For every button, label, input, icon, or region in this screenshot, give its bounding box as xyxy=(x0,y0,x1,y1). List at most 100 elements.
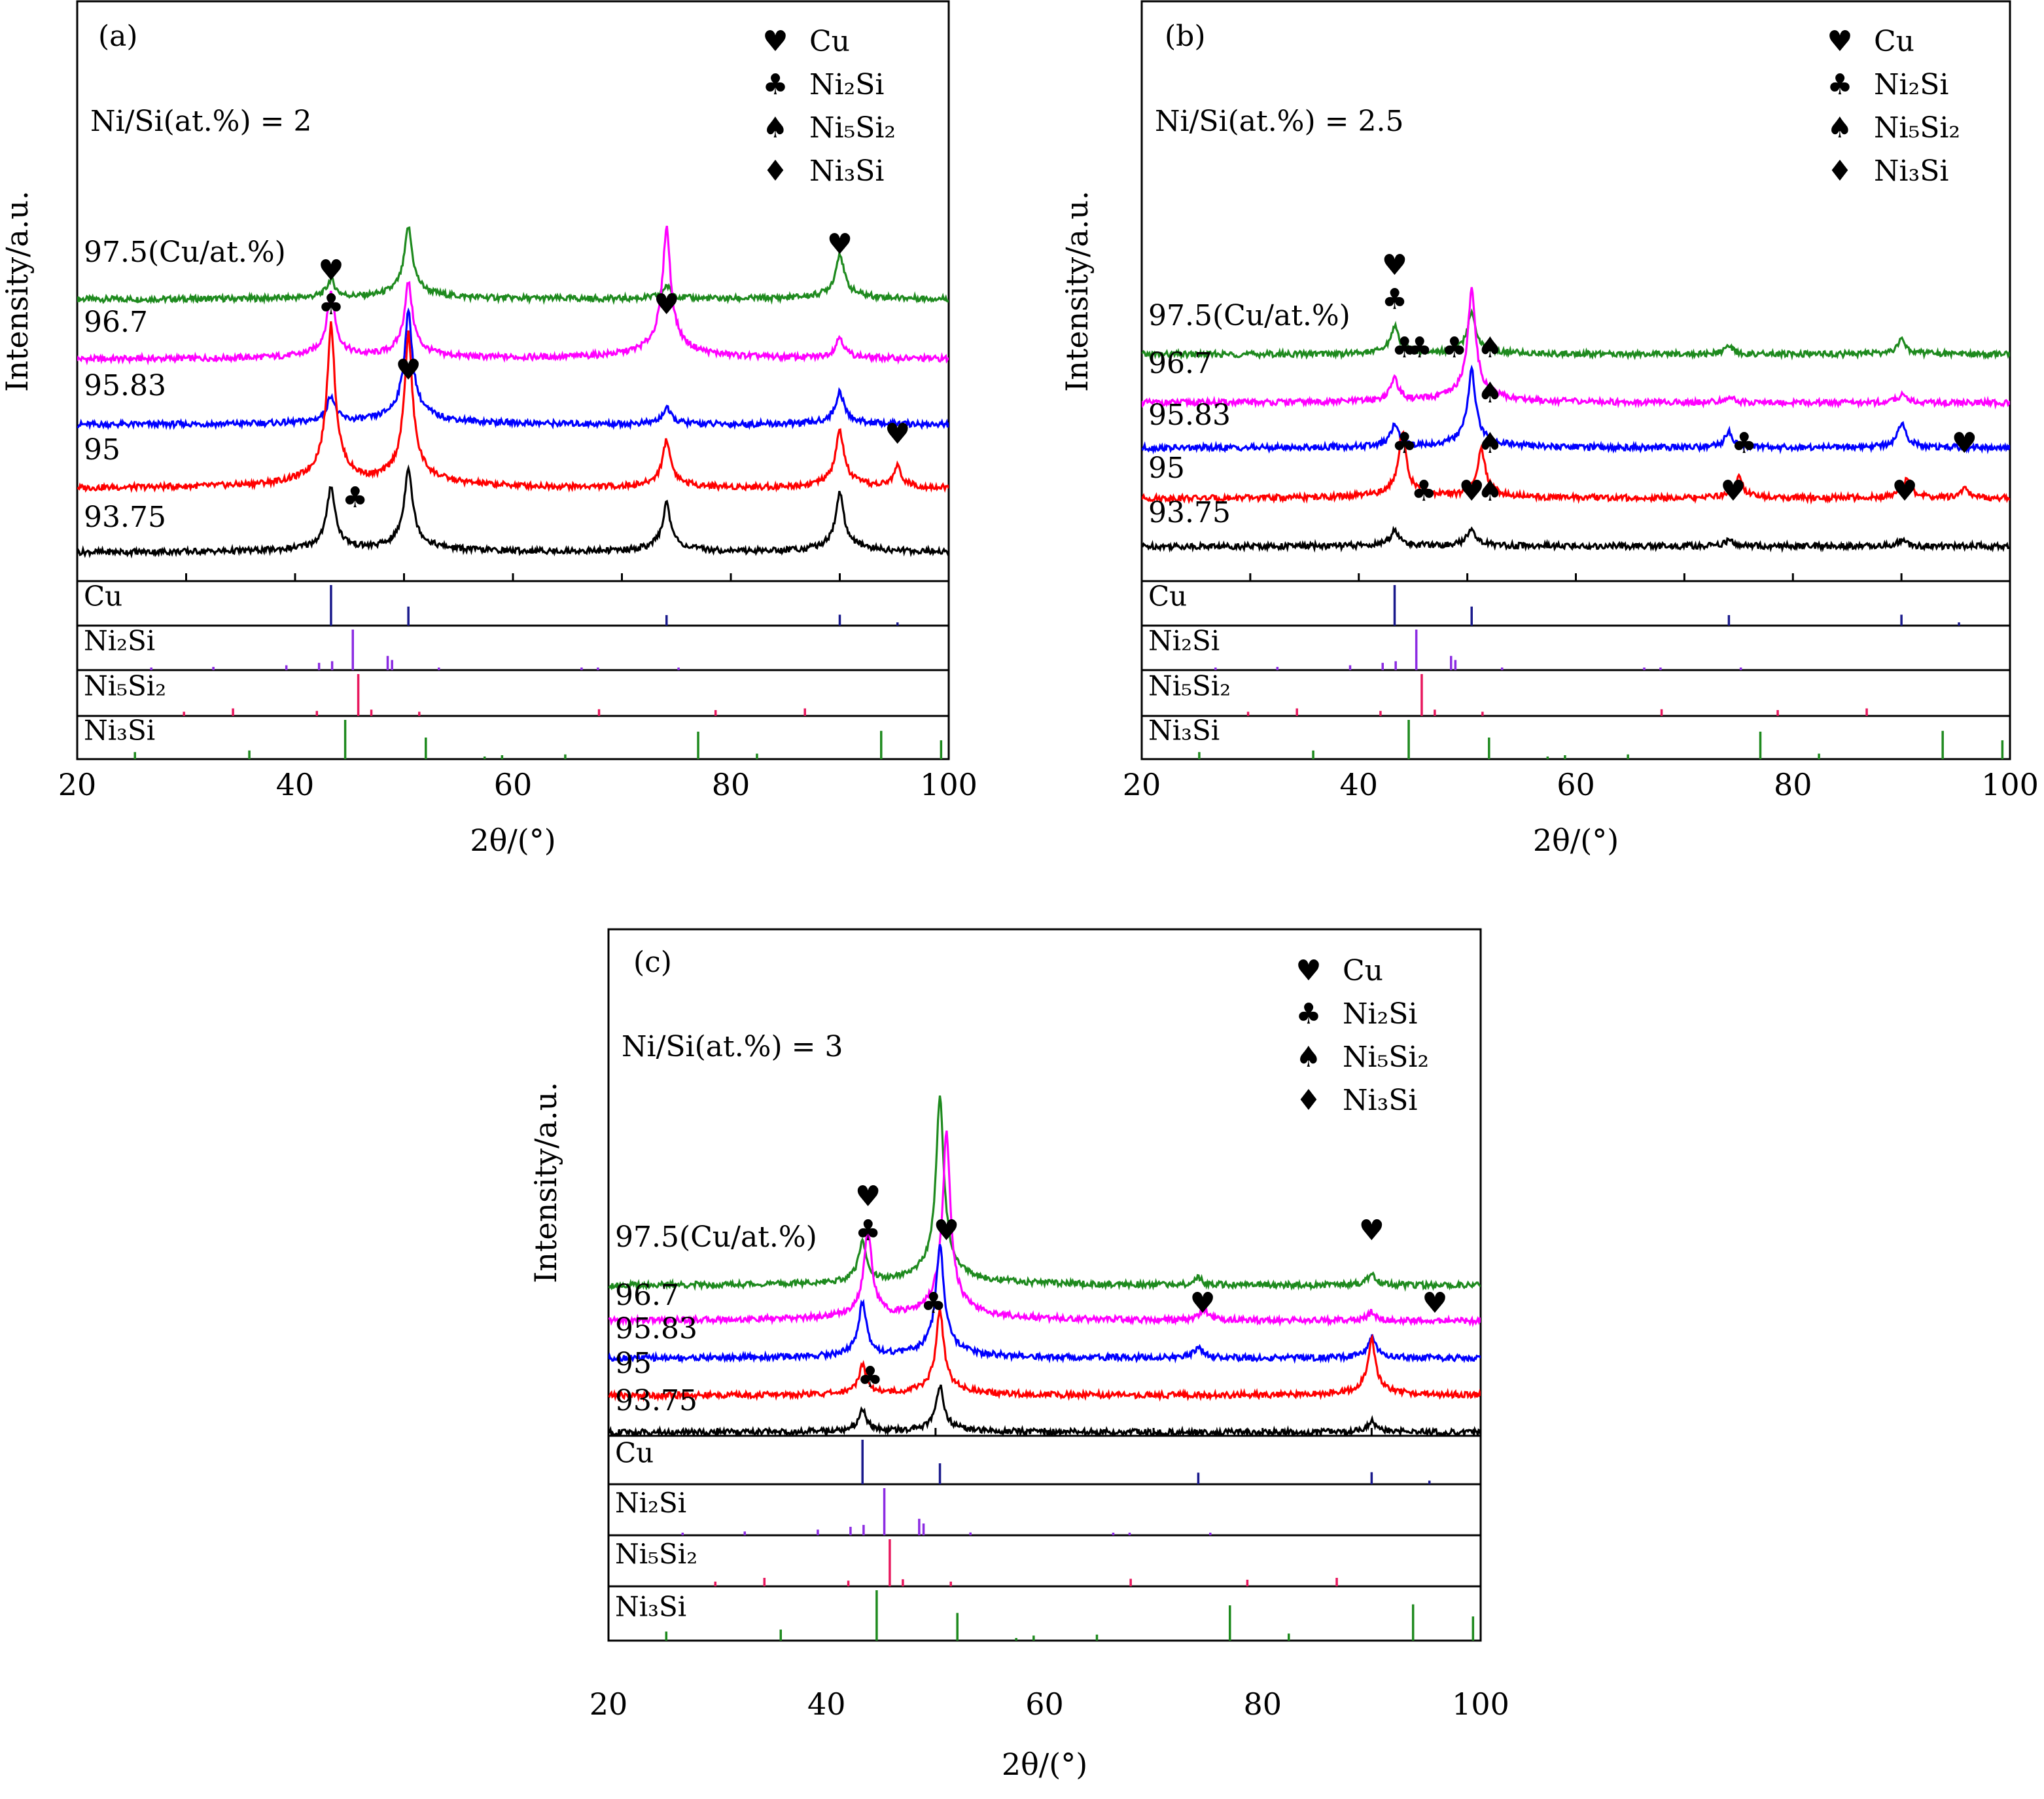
peak-marker: ♠ xyxy=(1477,427,1503,460)
peak-marker: ♥ xyxy=(885,418,910,451)
legend-symbol: ♠ xyxy=(762,111,788,145)
legend-label: Ni₃Si xyxy=(1343,1084,1417,1117)
series-label: 93.75 xyxy=(84,501,166,534)
series-label: 96.7 xyxy=(615,1279,679,1312)
y-axis-title: Intensity/a.u. xyxy=(0,190,35,392)
peak-marker: ♣ xyxy=(1392,427,1417,460)
reference-label: Cu xyxy=(615,1437,654,1469)
reference-label: Ni₃Si xyxy=(615,1591,686,1623)
x-tick-label: 100 xyxy=(920,767,978,802)
peak-marker: ♣ xyxy=(342,481,368,514)
peak-marker: ♥ xyxy=(1359,1214,1384,1247)
legend-symbol: ♥ xyxy=(762,25,788,58)
peak-marker: ♥ xyxy=(1720,474,1746,508)
legend-symbol: ♣ xyxy=(762,68,788,101)
series-label: 95 xyxy=(615,1347,652,1380)
peak-marker: ♥ xyxy=(1189,1287,1215,1320)
peak-marker: ♣ xyxy=(1392,331,1417,365)
reference-label: Cu xyxy=(84,580,122,612)
series-trace xyxy=(1142,525,2010,554)
x-tick-label: 20 xyxy=(590,1686,628,1722)
reference-label: Ni₃Si xyxy=(1148,714,1220,746)
peak-marker: ♥ xyxy=(1382,249,1407,282)
ratio-note: Ni/Si(at.%) = 2.5 xyxy=(1155,105,1403,138)
peak-marker: ♣ xyxy=(921,1287,946,1320)
legend-label: Ni₅Si₂ xyxy=(1874,111,1960,145)
legend-symbol: ♥ xyxy=(1827,25,1852,58)
legend-label: Ni₅Si₂ xyxy=(809,111,896,145)
peak-marker: ♥ xyxy=(318,254,344,287)
x-axis-title: 2θ/(°) xyxy=(1533,823,1619,858)
peak-marker: ♥ xyxy=(1422,1287,1447,1320)
peak-marker: ♣ xyxy=(1411,474,1437,508)
x-axis-title: 2θ/(°) xyxy=(470,823,555,858)
x-tick-label: 40 xyxy=(1339,767,1378,802)
peak-marker: ♥ xyxy=(827,228,853,261)
ratio-note: Ni/Si(at.%) = 3 xyxy=(622,1030,843,1063)
x-tick-label: 60 xyxy=(1025,1686,1064,1722)
peak-marker: ♥ xyxy=(934,1214,959,1247)
peak-marker: ♣ xyxy=(1441,331,1467,365)
legend-label: Cu xyxy=(809,25,850,58)
series-trace xyxy=(77,226,949,306)
peak-marker: ♠ xyxy=(1477,376,1503,410)
legend-symbol: ♠ xyxy=(1827,111,1852,145)
reference-label: Ni₃Si xyxy=(84,714,155,746)
reference-label: Ni₂Si xyxy=(84,624,155,656)
legend-symbol: ♣ xyxy=(1295,997,1321,1031)
series-trace xyxy=(1142,430,2010,505)
reference-label: Ni₅Si₂ xyxy=(84,670,166,702)
reference-label: Ni₂Si xyxy=(1148,624,1220,656)
legend-label: Ni₂Si xyxy=(1343,997,1417,1031)
x-tick-label: 20 xyxy=(58,767,97,802)
legend-symbol: ♣ xyxy=(1827,68,1852,101)
x-tick-label: 60 xyxy=(1557,767,1595,802)
panel-c: 20 40 60 80 100 2θ/(°) Intensity/a.u. (c) Ni/Si(… xyxy=(528,928,1509,1782)
peak-marker: ♥ xyxy=(1952,427,1977,460)
legend-symbol: ♦ xyxy=(762,154,788,188)
peak-marker: ♠ xyxy=(1477,474,1503,508)
legend-label: Cu xyxy=(1874,25,1914,58)
series-trace xyxy=(608,1384,1481,1436)
panel-a: 20 40 60 80 100 2θ/(°) Intensity/a.u. (a) Ni/Si(… xyxy=(0,0,978,858)
peak-marker: ♣ xyxy=(1407,331,1432,365)
series-label: 97.5(Cu/at.%) xyxy=(84,236,286,269)
series-trace xyxy=(1142,365,2010,455)
y-axis-title: Intensity/a.u. xyxy=(528,1082,563,1283)
x-tick-label: 80 xyxy=(1774,767,1812,802)
series-label: 93.75 xyxy=(615,1384,697,1417)
reference-frame xyxy=(607,1434,1482,1486)
legend-symbol: ♦ xyxy=(1827,154,1852,188)
series-label: 95 xyxy=(84,433,120,467)
reference-frame xyxy=(76,580,950,627)
reference-frame xyxy=(76,669,950,717)
legend-label: Ni₃Si xyxy=(1874,154,1948,188)
series-trace xyxy=(77,464,949,559)
panel-label: (c) xyxy=(633,946,672,979)
peak-marker: ♥ xyxy=(395,353,421,387)
series-label: 96.7 xyxy=(1148,347,1212,380)
x-axis-title: 2θ/(°) xyxy=(1002,1747,1087,1782)
series-trace xyxy=(77,225,949,366)
peak-marker: ♥ xyxy=(1892,474,1917,508)
reference-label: Ni₂Si xyxy=(615,1487,686,1519)
legend-label: Ni₃Si xyxy=(809,154,884,188)
x-tick-label: 80 xyxy=(712,767,750,802)
reference-frame xyxy=(1140,624,2011,671)
peak-marker: ♥ xyxy=(654,288,679,321)
peak-marker: ♥ xyxy=(855,1180,881,1213)
legend-label: Ni₅Si₂ xyxy=(1343,1041,1429,1074)
series-trace xyxy=(608,1308,1481,1402)
series-label: 95.83 xyxy=(84,369,166,402)
series-trace xyxy=(1142,308,2010,361)
x-tick-label: 20 xyxy=(1123,767,1161,802)
peak-marker: ♣ xyxy=(318,288,344,321)
x-tick-label: 80 xyxy=(1243,1686,1282,1722)
peak-marker: ♣ xyxy=(1382,283,1407,316)
y-axis-title: Intensity/a.u. xyxy=(1059,190,1095,392)
series-trace xyxy=(608,1095,1481,1292)
series-label: 97.5(Cu/at.%) xyxy=(615,1220,817,1254)
series-label: 96.7 xyxy=(84,306,148,339)
x-tick-label: 100 xyxy=(1452,1686,1509,1722)
series-trace xyxy=(1142,287,2010,410)
